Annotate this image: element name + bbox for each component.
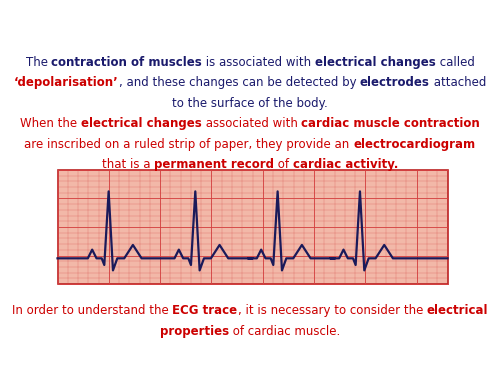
Text: , and these changes can be detected by: , and these changes can be detected by	[118, 76, 360, 90]
Text: ECG trace: ECG trace	[172, 304, 238, 317]
Text: permanent record: permanent record	[154, 158, 274, 171]
Text: electrodes: electrodes	[360, 76, 430, 90]
Text: The: The	[26, 56, 52, 69]
Text: electrocardiogram: electrocardiogram	[354, 138, 476, 151]
Text: to the surface of the body.: to the surface of the body.	[172, 97, 328, 110]
Text: called: called	[436, 56, 474, 69]
Text: contraction of muscles: contraction of muscles	[52, 56, 202, 69]
Text: properties: properties	[160, 324, 229, 338]
Text: cardiac activity.: cardiac activity.	[293, 158, 398, 171]
Text: The Electrocardiogram (ECG): The Electrocardiogram (ECG)	[94, 13, 406, 31]
Text: In order to understand the: In order to understand the	[12, 304, 172, 317]
Text: attached: attached	[430, 76, 486, 90]
Text: cardiac muscle contraction: cardiac muscle contraction	[301, 117, 480, 130]
Text: associated with: associated with	[202, 117, 301, 130]
Text: are inscribed on a ruled strip of paper, they provide an: are inscribed on a ruled strip of paper,…	[24, 138, 353, 151]
Bar	[58, 170, 448, 284]
Text: that is a: that is a	[102, 158, 154, 171]
Text: electrical changes: electrical changes	[81, 117, 202, 130]
Text: ‘depolarisation’: ‘depolarisation’	[14, 76, 118, 90]
Text: of cardiac muscle.: of cardiac muscle.	[229, 324, 340, 338]
Text: is associated with: is associated with	[202, 56, 315, 69]
Text: electrical changes: electrical changes	[315, 56, 436, 69]
Text: of: of	[274, 158, 293, 171]
Text: When the: When the	[20, 117, 81, 130]
Text: electrical: electrical	[426, 304, 488, 317]
Text: , it is necessary to consider the: , it is necessary to consider the	[238, 304, 426, 317]
